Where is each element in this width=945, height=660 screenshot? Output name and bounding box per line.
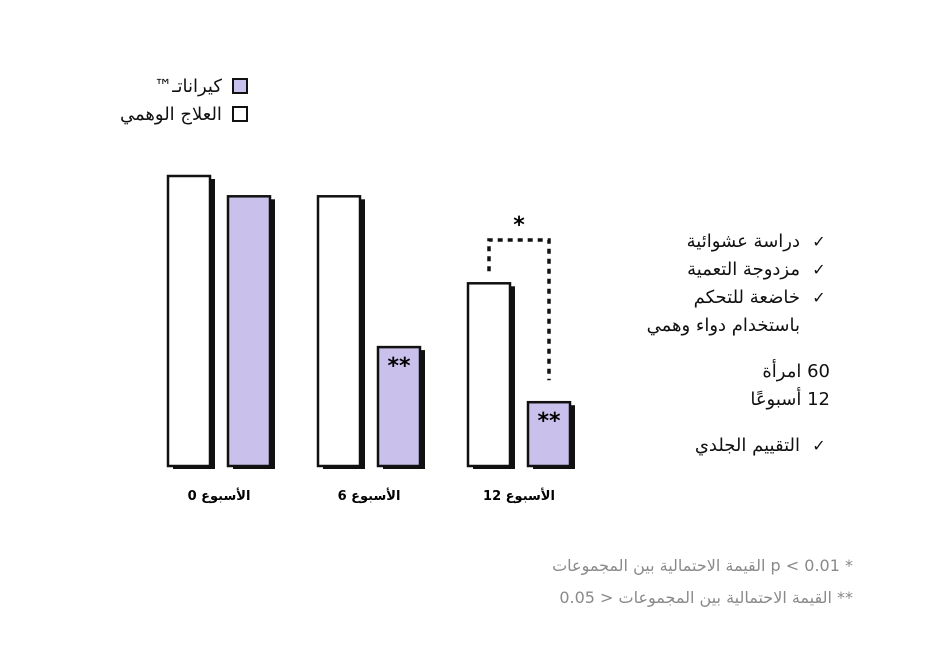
legend-item-kiranat: كيراناتـ™ [120, 72, 248, 100]
bullet-text: مزدوجة التعمية [687, 259, 800, 280]
check-icon: ✓ [812, 260, 826, 279]
bar-placebo-0 [166, 174, 212, 468]
bar-kiranat-0 [226, 195, 272, 468]
x-tick-label: الأسبوع 12 [483, 487, 555, 504]
legend-swatch-kiranat [231, 78, 248, 94]
bullet-text: التقييم الجلدي [694, 435, 800, 456]
bar-kiranat-2 [526, 400, 572, 468]
legend-swatch-placebo [231, 106, 248, 122]
study-details: ✓ دراسة عشوائية ✓ مزدوجة التعمية ✓ خاضعة… [570, 228, 830, 460]
legend-label-placebo: العلاج الوهمي [120, 103, 222, 125]
check-icon: ✓ [812, 436, 826, 455]
legend-item-placebo: العلاج الوهمي [120, 100, 248, 128]
bar-placebo-1 [316, 195, 362, 468]
bar-placebo-2 [466, 282, 512, 468]
bullet-double-blind: ✓ مزدوجة التعمية [570, 256, 830, 284]
bullet-randomized: ✓ دراسة عشوائية [570, 228, 830, 256]
x-tick-label: الأسبوع 6 [338, 487, 401, 504]
bracket-label: * [513, 213, 525, 238]
bullet-text: خاضعة للتحكم باستخدام دواء وهمي [646, 287, 800, 336]
significance-bracket [487, 238, 551, 381]
bar-kiranat-1 [376, 345, 422, 468]
footnote-p005: ** القيمة الاحتمالية بين المجموعات < 0.0… [559, 588, 853, 607]
bullet-assessment: ✓ التقييم الجلدي [570, 432, 830, 460]
significance-label: ** [387, 354, 411, 379]
bullet-placebo-controlled: ✓ خاضعة للتحكم باستخدام دواء وهمي [570, 284, 830, 340]
footnote-p001: * p < 0.01 القيمة الاحتمالية بين المجموع… [552, 556, 853, 575]
check-icon: ✓ [812, 288, 826, 307]
bullet-text: دراسة عشوائية [686, 231, 800, 252]
x-tick-label: الأسبوع 0 [188, 487, 251, 504]
check-icon: ✓ [812, 232, 826, 251]
legend: كيراناتـ™ العلاج الوهمي [120, 72, 248, 128]
legend-label-kiranat: كيراناتـ™ [154, 75, 222, 97]
study-stats: 60 امرأة 12 أسبوعًا [750, 361, 830, 410]
significance-label: ** [537, 409, 561, 434]
footnotes: * p < 0.01 القيمة الاحتمالية بين المجموع… [552, 550, 853, 614]
